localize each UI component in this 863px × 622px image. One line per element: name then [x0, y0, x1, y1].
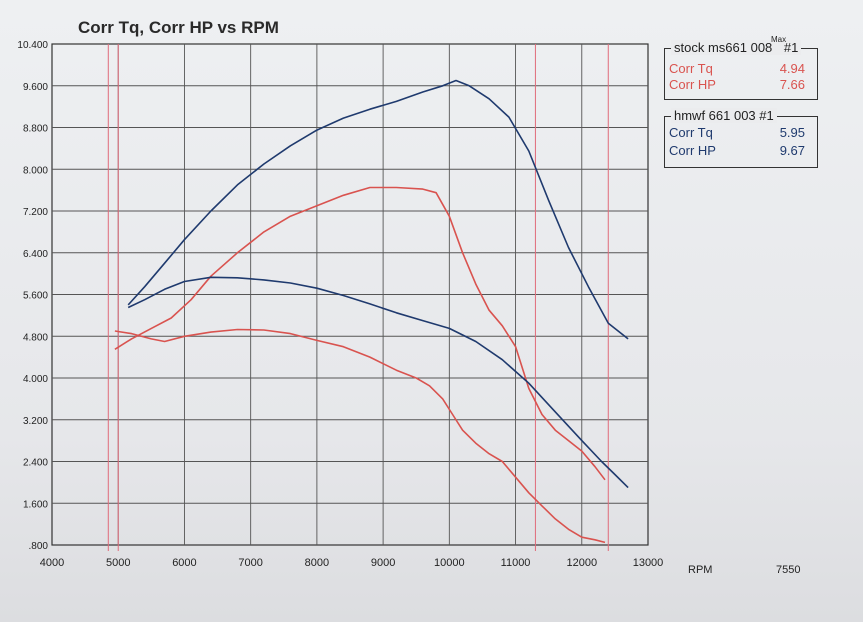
legend-stock-hp-value: 7.66: [779, 77, 805, 92]
y-tick-label: 2.400: [23, 458, 48, 469]
y-tick-label: 6.400: [23, 249, 48, 260]
legend-stock-header: stock ms661 008 #1: [671, 40, 802, 55]
x-tick-label: 9000: [371, 557, 395, 569]
series-line-0: [114, 328, 606, 544]
series-lines: [114, 79, 629, 544]
legend-stock-hp-label: Corr HP: [669, 77, 716, 92]
legend-stock-name: stock ms661 008: [674, 40, 773, 55]
legend-hmwf-header: hmwf 661 003 #1: [671, 108, 777, 123]
legend-stock-tq-value: 4.94: [779, 61, 805, 76]
x-axis-label: RPM: [688, 564, 712, 576]
grid-lines: [51, 43, 649, 546]
x-extra-label: 7550: [776, 564, 800, 576]
legend-stock-tq-label: Corr Tq: [669, 61, 713, 76]
legend-hmwf-hp-label: Corr HP: [669, 143, 716, 158]
x-tick-label: 6000: [172, 557, 196, 569]
legend-stock: stock ms661 008 #1 Max Corr Tq 4.94 Corr…: [664, 35, 818, 100]
y-tick-label: 10.400: [17, 40, 48, 51]
rpm-marker-lines: [107, 44, 609, 551]
y-tick-label: 1.600: [23, 499, 48, 510]
y-tick-label: .800: [29, 541, 49, 552]
legend-hmwf-hp-value: 9.67: [779, 143, 805, 158]
y-tick-labels: .800 1.600 2.400 3.200 4.000 4.800 5.600 6.400 7…: [17, 40, 48, 552]
y-tick-label: 9.600: [23, 82, 48, 93]
y-tick-label: 3.200: [23, 416, 48, 427]
x-tick-label: 5000: [106, 557, 130, 569]
legend-hmwf-tq-value: 5.95: [779, 125, 805, 140]
x-tick-labels: 4000 5000 6000 7000 8000 9000 10000 11000 12000 1…: [40, 557, 664, 569]
x-tick-label: 4000: [40, 557, 64, 569]
x-tick-label: 11000: [501, 557, 531, 569]
y-tick-label: 8.800: [23, 124, 48, 135]
x-tick-label: 13000: [633, 557, 664, 569]
series-line-3: [127, 79, 629, 340]
legend-hmwf-tq-label: Corr Tq: [669, 125, 713, 140]
y-tick-label: 7.200: [23, 207, 48, 218]
x-tick-label: 12000: [566, 557, 597, 569]
y-tick-label: 8.000: [23, 165, 48, 176]
y-tick-label: 4.000: [23, 374, 48, 385]
series-line-1: [114, 186, 606, 481]
legend-max-tag: Max: [771, 35, 787, 44]
series-line-2: [127, 276, 629, 489]
legend-hmwf: hmwf 661 003 #1 Corr Tq 5.95 Corr HP 9.6…: [664, 108, 818, 168]
chart-title: Corr Tq, Corr HP vs RPM: [78, 18, 279, 37]
y-tick-label: 4.800: [23, 332, 48, 343]
legend-stock-run: #1: [783, 40, 799, 55]
x-tick-label: 8000: [305, 557, 329, 569]
x-tick-label: 7000: [238, 557, 262, 569]
y-tick-label: 5.600: [23, 291, 48, 302]
x-tick-label: 10000: [434, 557, 465, 569]
